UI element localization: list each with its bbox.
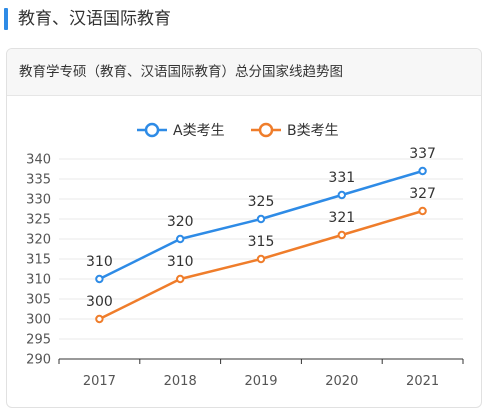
y-tick-label: 330 xyxy=(26,193,51,208)
x-tick-label: 2021 xyxy=(406,374,439,389)
data-point xyxy=(176,234,185,244)
data-label: 300 xyxy=(86,294,113,310)
data-label: 337 xyxy=(409,146,436,162)
legend-item-b: B类考生 xyxy=(251,122,339,139)
data-label: 331 xyxy=(328,170,355,186)
trend-chart: 290 295 300 305 310 315 320 325 330 335 340 2017 201… xyxy=(26,122,464,389)
y-tick-label: 295 xyxy=(26,333,51,348)
x-tick-label: 2020 xyxy=(325,374,358,389)
y-tick-label: 310 xyxy=(26,273,51,288)
x-tick-label: 2017 xyxy=(83,374,116,389)
legend-label: A类考生 xyxy=(173,123,225,139)
y-tick-label: 340 xyxy=(26,153,51,168)
y-tick-label: 325 xyxy=(26,213,51,228)
legend-label: B类考生 xyxy=(287,123,339,139)
series-line-b xyxy=(98,209,423,321)
y-tick-label: 320 xyxy=(26,233,51,248)
y-tick-label: 300 xyxy=(26,313,51,328)
chart-card-header: 教育学专硕（教育、汉语国际教育）总分国家线趋势图 xyxy=(7,49,481,96)
chart-title: 教育学专硕（教育、汉语国际教育）总分国家线趋势图 xyxy=(19,64,343,80)
data-point xyxy=(95,314,104,324)
data-point xyxy=(337,230,346,240)
data-point xyxy=(176,274,185,284)
section-title: 教育、汉语国际教育 xyxy=(18,9,171,29)
data-label: 320 xyxy=(167,214,194,230)
data-point xyxy=(95,274,104,284)
data-label: 315 xyxy=(248,234,275,250)
data-point xyxy=(256,214,266,224)
section-accent-bar xyxy=(4,8,8,30)
y-tick-label: 335 xyxy=(26,173,51,188)
y-tick-label: 315 xyxy=(26,253,51,268)
chart-card: 教育学专硕（教育、汉语国际教育）总分国家线趋势图 290 295 300 305 310… xyxy=(6,48,482,408)
legend-item-a: A类考生 xyxy=(137,122,225,139)
data-point xyxy=(337,190,346,200)
data-label: 310 xyxy=(86,254,113,270)
data-label: 325 xyxy=(248,194,275,210)
legend-marker xyxy=(144,122,160,138)
section-header: 教育、汉语国际教育 xyxy=(0,0,488,40)
data-label: 327 xyxy=(409,186,436,202)
legend-marker xyxy=(258,122,274,138)
y-tick-label: 305 xyxy=(26,293,51,308)
x-tick-label: 2018 xyxy=(164,374,197,389)
data-point xyxy=(256,254,266,264)
y-tick-label: 290 xyxy=(26,353,51,368)
x-tick-label: 2019 xyxy=(244,374,277,389)
data-label: 310 xyxy=(167,254,194,270)
data-label: 321 xyxy=(328,210,355,226)
data-point xyxy=(418,166,427,176)
data-point xyxy=(418,206,427,216)
